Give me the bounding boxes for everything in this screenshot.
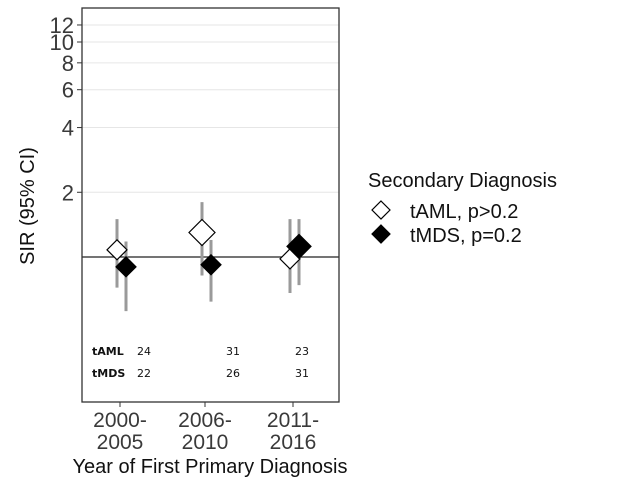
count-value: 26 (226, 367, 240, 380)
x-tick-label: 2000- (93, 409, 147, 432)
y-tick-label: 8 (62, 51, 74, 76)
legend-key-open-diamond (371, 200, 391, 220)
y-tick-label: 12 (50, 13, 74, 38)
tAML-point (106, 238, 128, 261)
y-axis-title: SIR (95% CI) (17, 147, 39, 265)
tMDS-point (286, 233, 312, 260)
x-tick-label: 2006- (178, 409, 232, 432)
count-value: 31 (295, 367, 309, 380)
legend-label: tAML, p>0.2 (410, 201, 518, 223)
tAML-point (188, 218, 216, 247)
x-tick-label: 2005 (97, 431, 144, 454)
x-tick-label: 2016 (270, 431, 317, 454)
grid-layer (82, 24, 339, 193)
count-value: 31 (226, 345, 240, 358)
legend-label: tMDS, p=0.2 (410, 225, 522, 247)
count-table: tAML 24 31 23 tMDS 22 26 31 (92, 345, 309, 380)
count-value: 22 (137, 367, 151, 380)
tMDS-point (115, 255, 137, 278)
x-tick-label: 2010 (182, 431, 229, 454)
y-tick-label: 10 (50, 30, 74, 55)
y-tick-label: 4 (62, 116, 74, 141)
y-tick-label: 2 (62, 180, 74, 205)
plot-panel-border (81, 7, 340, 403)
count-value: 24 (137, 345, 151, 358)
marker-layer (106, 218, 312, 278)
y-tick-label: 6 (62, 78, 74, 103)
count-row-label: tMDS (92, 367, 125, 380)
x-tick-layer: 2000-2005 2006-2010 2011-2016 (93, 402, 319, 454)
count-value: 23 (295, 345, 309, 358)
x-axis-title: Year of First Primary Diagnosis (73, 456, 348, 478)
legend-title: Secondary Diagnosis (368, 170, 557, 192)
x-tick-label: 2011- (267, 409, 319, 432)
count-row-label: tAML (92, 345, 124, 358)
tMDS-point (200, 253, 222, 276)
legend-key-filled-diamond (371, 224, 391, 244)
